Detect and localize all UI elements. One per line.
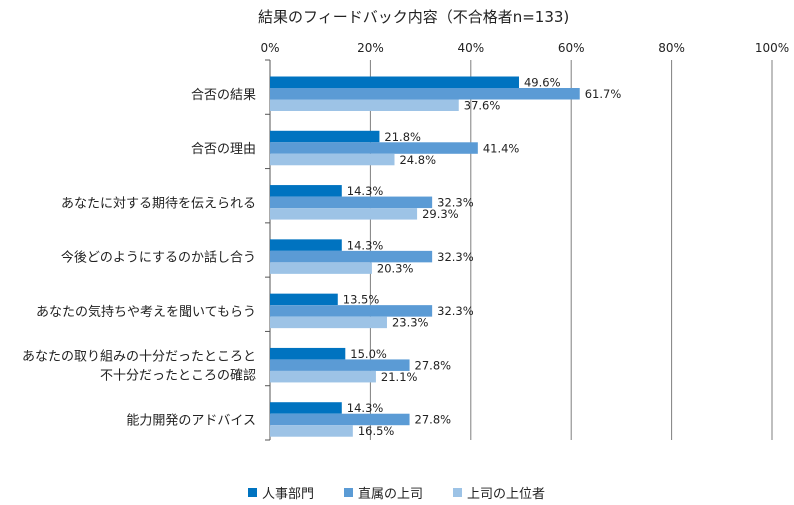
data-label: 21.1% xyxy=(381,370,418,384)
x-tick-label: 20% xyxy=(357,41,384,55)
category-label: 不十分だったところの確認 xyxy=(100,368,256,384)
category-label: 今後どのようにするのか話し合う xyxy=(61,250,256,266)
legend-swatch-boss xyxy=(344,488,354,497)
data-label: 16.5% xyxy=(358,424,395,438)
legend-label-superior: 上司の上位者 xyxy=(467,487,546,502)
data-label: 37.6% xyxy=(464,99,501,113)
bar xyxy=(270,359,410,371)
legend-label-boss: 直属の上司 xyxy=(358,487,424,502)
x-tick-label: 100% xyxy=(755,41,789,55)
data-label: 32.3% xyxy=(437,304,474,318)
bar xyxy=(270,142,478,154)
bar xyxy=(270,305,433,317)
category-label: あなたの気持ちや考えを聞いてもらう xyxy=(36,304,256,320)
category-label: 能力開発のアドバイス xyxy=(126,413,256,428)
data-label: 24.8% xyxy=(399,153,436,167)
bar xyxy=(270,425,353,437)
bar xyxy=(270,370,376,383)
bar xyxy=(270,347,346,360)
bar xyxy=(270,316,387,329)
legend-label-hr: 人事部門 xyxy=(262,487,315,502)
data-label: 27.8% xyxy=(415,358,452,372)
x-tick-label: 0% xyxy=(260,41,279,55)
x-tick-label: 60% xyxy=(558,41,585,55)
bar xyxy=(270,402,342,414)
legend-item-superior: 上司の上位者 xyxy=(453,483,545,502)
category-label: あなたに対する期待を伝えられる xyxy=(61,196,256,211)
bar xyxy=(270,88,580,100)
category-label: 合否の結果 xyxy=(191,88,256,103)
legend-item-boss: 直属の上司 xyxy=(344,483,423,502)
legend-swatch-superior xyxy=(453,488,463,497)
data-label: 20.3% xyxy=(377,261,414,275)
data-label: 23.3% xyxy=(392,316,429,330)
chart-title: 結果のフィードバック内容（不合格者n=133) xyxy=(258,8,570,26)
data-label: 41.4% xyxy=(483,141,520,155)
bar xyxy=(270,239,342,251)
bar xyxy=(270,413,410,426)
data-label: 14.3% xyxy=(347,238,384,252)
data-label: 32.3% xyxy=(437,250,474,264)
bar xyxy=(270,208,418,220)
bar xyxy=(270,99,459,111)
data-label: 13.5% xyxy=(343,293,380,307)
category-label: 合否の理由 xyxy=(191,142,256,157)
data-label: 27.8% xyxy=(415,413,452,427)
data-label: 49.6% xyxy=(524,76,561,90)
legend-item-hr: 人事部門 xyxy=(248,483,314,502)
x-tick-label: 80% xyxy=(658,41,685,55)
bar xyxy=(270,185,342,197)
data-label: 61.7% xyxy=(585,87,622,101)
bar xyxy=(270,250,433,263)
bar xyxy=(270,153,395,166)
data-label: 21.8% xyxy=(384,130,421,144)
data-label: 14.3% xyxy=(347,401,384,415)
bar xyxy=(270,196,433,209)
data-label: 14.3% xyxy=(347,184,384,198)
bar xyxy=(270,130,380,143)
bar xyxy=(270,262,372,274)
bar xyxy=(270,293,338,306)
category-label: あなたの取り組みの十分だったところと xyxy=(22,350,256,365)
data-label: 29.3% xyxy=(422,207,459,221)
x-tick-label: 40% xyxy=(457,41,484,55)
data-label: 32.3% xyxy=(437,196,474,210)
legend: 人事部門 直属の上司 上司の上位者 xyxy=(248,483,545,502)
data-label: 15.0% xyxy=(350,347,387,361)
legend-swatch-hr xyxy=(248,488,257,497)
bar xyxy=(270,76,519,88)
